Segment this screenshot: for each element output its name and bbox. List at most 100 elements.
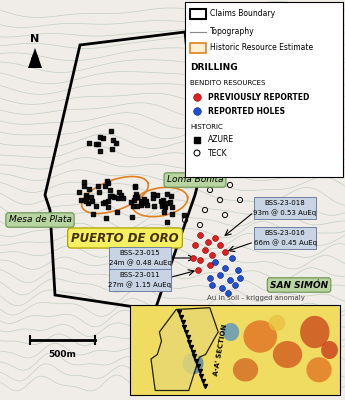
Point [86,140,92,146]
Point [207,275,213,281]
Point [181,212,187,218]
Point [106,204,111,210]
Point [132,184,138,190]
Point [102,198,108,205]
Point [165,199,170,206]
Point [168,192,174,199]
Point [144,198,149,204]
Point [76,188,81,195]
Point [188,344,194,350]
Point [81,179,87,185]
Point [102,183,108,189]
Polygon shape [321,341,338,359]
Point [144,202,149,208]
Text: DRILLING: DRILLING [190,64,238,72]
Point [108,193,113,200]
Point [79,196,84,203]
Text: BSS-23-018
93m @ 0.53 AuEq: BSS-23-018 93m @ 0.53 AuEq [254,200,317,216]
Point [185,334,190,340]
Point [197,222,203,228]
Point [182,217,188,223]
Point [170,204,175,211]
Polygon shape [28,48,42,68]
Point [167,199,172,205]
Point [135,202,140,209]
Text: Loma Bonita: Loma Bonita [167,176,223,184]
Point [177,309,182,315]
Text: REPORTED HOLES: REPORTED HOLES [208,106,285,116]
Polygon shape [306,357,332,382]
Point [87,186,92,192]
Text: SAN SIMÓN: SAN SIMÓN [270,280,328,290]
Text: Topography: Topography [210,28,255,36]
Point [110,193,115,200]
Point [202,247,208,253]
Text: AZURE: AZURE [208,136,234,144]
Point [217,197,223,203]
Point [117,188,122,195]
Text: Au in soil - krigged anomaly: Au in soil - krigged anomaly [207,295,305,301]
Point [232,282,238,288]
Point [205,239,211,245]
Point [98,134,103,140]
Point [105,180,110,186]
Point [212,172,218,178]
Point [111,194,116,200]
Text: BENDITO RESOURCES: BENDITO RESOURCES [190,80,265,86]
Point [225,290,231,296]
Point [100,135,106,141]
Point [235,267,241,273]
Point [93,141,99,147]
Point [194,358,199,365]
Polygon shape [269,315,285,331]
Point [237,275,243,281]
Text: HISTORIC: HISTORIC [190,124,223,130]
Point [202,207,208,213]
Polygon shape [183,353,204,374]
Bar [190,43,206,53]
Point [197,368,202,374]
Point [134,191,139,198]
Point [118,192,124,198]
Point [139,200,145,206]
Text: PREVIOUSLY REPORTED: PREVIOUSLY REPORTED [208,92,309,102]
Point [96,182,101,189]
Point [229,255,235,261]
Point [192,353,197,360]
Point [187,338,192,345]
Point [194,150,200,156]
Point [96,188,102,195]
Polygon shape [233,358,258,382]
Point [162,204,168,210]
Point [116,194,121,201]
Point [217,272,223,278]
Point [183,329,189,335]
Point [97,148,102,154]
Text: 500m: 500m [48,350,76,359]
Text: Mesa de Plata: Mesa de Plata [9,216,71,224]
Point [107,186,113,193]
Point [164,219,169,226]
Point [83,192,89,198]
Point [115,209,120,215]
Point [158,198,164,204]
Point [165,190,170,197]
Point [197,257,203,263]
Point [83,194,89,200]
Bar [130,305,340,395]
Point [139,198,144,204]
Point [100,200,106,206]
Point [200,378,206,384]
Point [222,249,228,255]
Point [89,198,95,204]
Text: TECK: TECK [208,148,228,158]
Point [150,190,156,197]
Point [197,232,203,238]
Point [128,199,134,205]
Bar [109,269,171,291]
Point [192,242,198,248]
Bar [185,2,343,177]
Polygon shape [151,308,218,390]
Point [91,211,96,217]
Point [154,192,159,198]
